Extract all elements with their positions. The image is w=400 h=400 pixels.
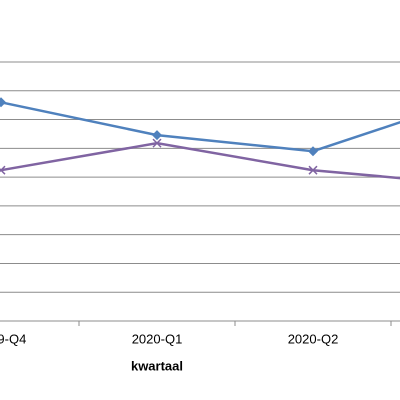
x-tick-label: 2019-Q4 <box>0 331 26 346</box>
marker <box>308 165 318 175</box>
marker <box>308 146 318 157</box>
x-tick-label: 2020-Q2 <box>288 331 339 346</box>
x-axis-label: kwartaal <box>131 358 183 373</box>
series-line <box>0 101 400 153</box>
series-line <box>0 141 400 180</box>
marker <box>0 97 6 108</box>
marker <box>0 165 6 175</box>
x-tick-label: 2020-Q1 <box>132 331 183 346</box>
marker <box>152 130 162 141</box>
marker <box>152 138 162 148</box>
